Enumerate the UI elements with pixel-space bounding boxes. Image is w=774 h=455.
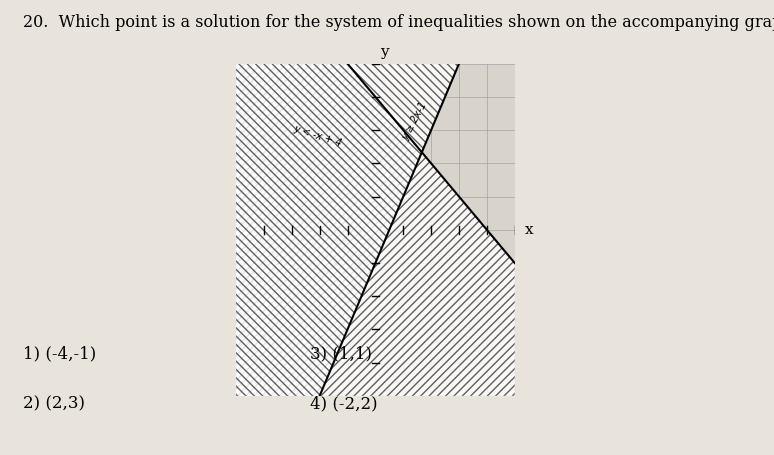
Text: 20.  Which point is a solution for the system of inequalities shown on the accom: 20. Which point is a solution for the sy…	[23, 14, 774, 30]
Text: 3) (1,1): 3) (1,1)	[310, 346, 372, 363]
Text: y ≥ 2x-1: y ≥ 2x-1	[400, 101, 429, 142]
Text: 4) (-2,2): 4) (-2,2)	[310, 396, 377, 413]
Text: 1) (-4,-1): 1) (-4,-1)	[23, 346, 97, 363]
Text: y: y	[379, 45, 389, 59]
Text: x: x	[525, 223, 533, 237]
Text: y < -x + 4: y < -x + 4	[292, 124, 342, 149]
Text: 2) (2,3): 2) (2,3)	[23, 396, 85, 413]
